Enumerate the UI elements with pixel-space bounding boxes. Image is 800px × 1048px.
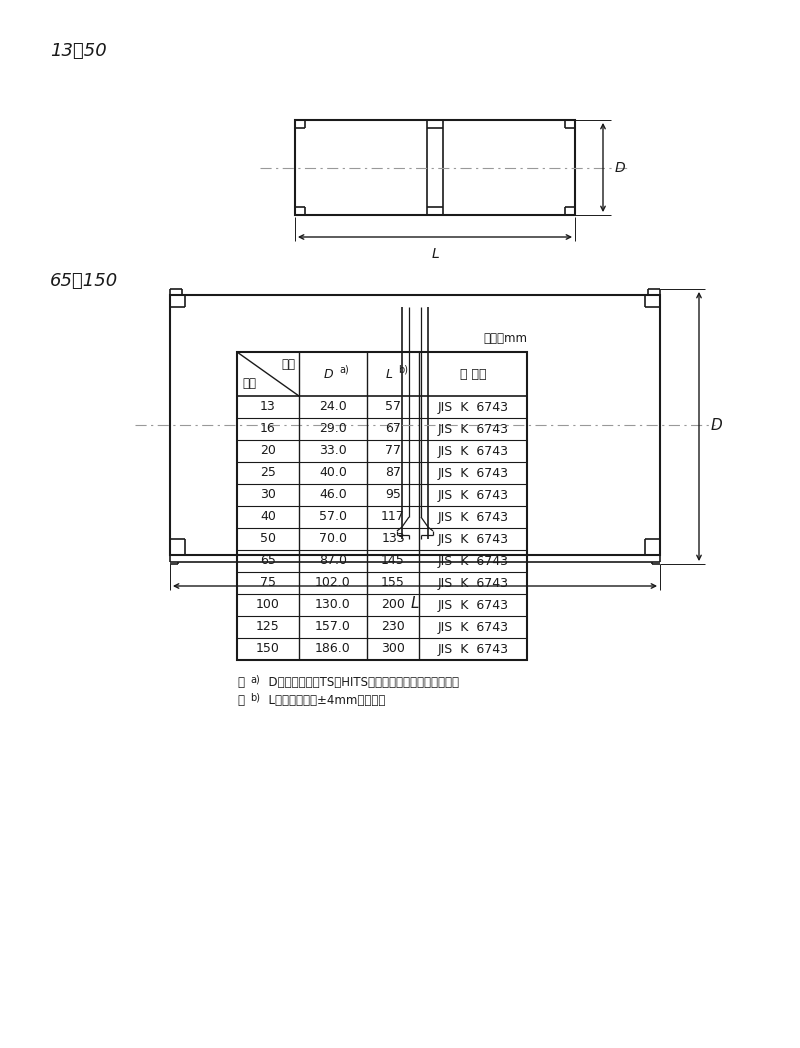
Text: 87.0: 87.0 xyxy=(319,554,347,568)
Text: b): b) xyxy=(250,692,260,702)
Text: 70.0: 70.0 xyxy=(319,532,347,546)
Text: 150: 150 xyxy=(256,642,280,655)
Text: JIS  K  6743: JIS K 6743 xyxy=(438,576,509,589)
Text: b): b) xyxy=(398,364,408,374)
Text: L: L xyxy=(386,368,393,380)
Bar xyxy=(170,294,660,555)
Text: 20: 20 xyxy=(260,444,276,458)
Text: 33.0: 33.0 xyxy=(319,444,347,458)
Text: Lの許容差は、±4mmとする。: Lの許容差は、±4mmとする。 xyxy=(261,694,386,707)
Text: 46.0: 46.0 xyxy=(319,488,347,502)
Text: 24.0: 24.0 xyxy=(319,400,347,414)
Text: JIS  K  6743: JIS K 6743 xyxy=(438,400,509,414)
Text: JIS  K  6743: JIS K 6743 xyxy=(438,422,509,436)
Text: D: D xyxy=(323,368,333,380)
Text: 145: 145 xyxy=(381,554,405,568)
Text: JIS  K  6743: JIS K 6743 xyxy=(438,510,509,524)
Text: 100: 100 xyxy=(256,598,280,611)
Text: a): a) xyxy=(339,364,349,374)
Text: 25: 25 xyxy=(260,466,276,480)
Text: 230: 230 xyxy=(381,620,405,633)
Text: 規 　格: 規 格 xyxy=(460,368,486,380)
Text: 注: 注 xyxy=(237,676,244,689)
Text: JIS  K  6743: JIS K 6743 xyxy=(438,598,509,611)
Text: 125: 125 xyxy=(256,620,280,633)
Text: 75: 75 xyxy=(260,576,276,589)
Text: JIS  K  6743: JIS K 6743 xyxy=(438,620,509,633)
Text: 40.0: 40.0 xyxy=(319,466,347,480)
Text: 呼径: 呼径 xyxy=(242,377,256,390)
Text: JIS  K  6743: JIS K 6743 xyxy=(438,488,509,502)
Text: 87: 87 xyxy=(385,466,401,480)
Text: 29.0: 29.0 xyxy=(319,422,347,436)
Text: JIS  K  6743: JIS K 6743 xyxy=(438,444,509,458)
Text: JIS  K  6743: JIS K 6743 xyxy=(438,554,509,568)
Text: 102.0: 102.0 xyxy=(315,576,351,589)
Text: 67: 67 xyxy=(385,422,401,436)
Text: 50: 50 xyxy=(260,532,276,546)
Text: 77: 77 xyxy=(385,444,401,458)
Text: L: L xyxy=(431,247,439,261)
Text: 30: 30 xyxy=(260,488,276,502)
Text: a): a) xyxy=(250,674,260,684)
Text: 57: 57 xyxy=(385,400,401,414)
Text: L: L xyxy=(410,596,419,611)
Text: 記号: 記号 xyxy=(281,358,295,371)
Text: 157.0: 157.0 xyxy=(315,620,351,633)
Text: 13: 13 xyxy=(260,400,276,414)
Text: 40: 40 xyxy=(260,510,276,524)
Text: 300: 300 xyxy=(381,642,405,655)
Text: 155: 155 xyxy=(381,576,405,589)
Text: 57.0: 57.0 xyxy=(319,510,347,524)
Text: 95: 95 xyxy=(385,488,401,502)
Text: JIS  K  6743: JIS K 6743 xyxy=(438,466,509,480)
Text: 117: 117 xyxy=(381,510,405,524)
Text: 注: 注 xyxy=(237,694,244,707)
Text: 130.0: 130.0 xyxy=(315,598,351,611)
Text: 133: 133 xyxy=(381,532,405,546)
Text: 65: 65 xyxy=(260,554,276,568)
Text: 186.0: 186.0 xyxy=(315,642,351,655)
Text: 65～150: 65～150 xyxy=(50,272,118,290)
Bar xyxy=(237,352,527,660)
Text: JIS  K  6743: JIS K 6743 xyxy=(438,532,509,546)
Text: 単位：mm: 単位：mm xyxy=(483,331,527,345)
Text: 200: 200 xyxy=(381,598,405,611)
Text: Dの許容差は、TS・HITS継手受口共通寸法図による。: Dの許容差は、TS・HITS継手受口共通寸法図による。 xyxy=(261,676,459,689)
Text: D: D xyxy=(711,417,722,433)
Bar xyxy=(295,121,575,215)
Text: D: D xyxy=(615,160,626,175)
Text: 16: 16 xyxy=(260,422,276,436)
Text: JIS  K  6743: JIS K 6743 xyxy=(438,642,509,655)
Text: 13～50: 13～50 xyxy=(50,42,106,60)
